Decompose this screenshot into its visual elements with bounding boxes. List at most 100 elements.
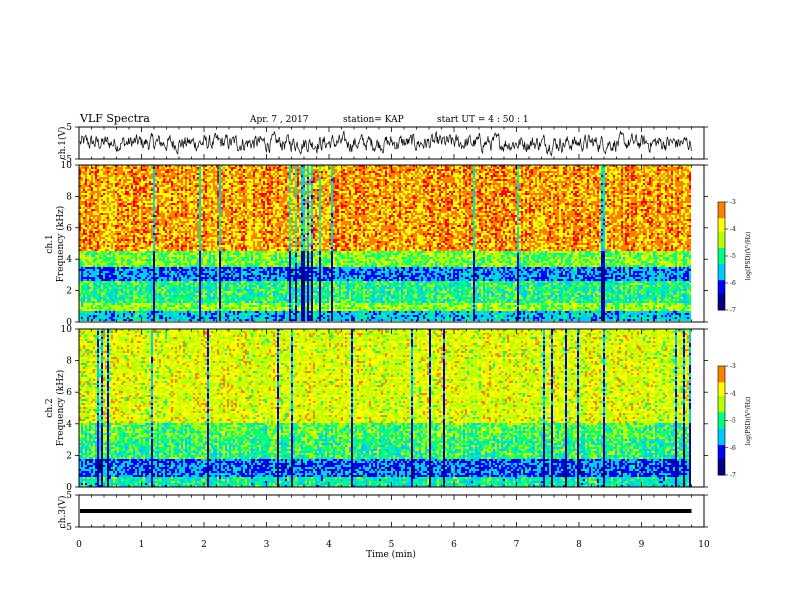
spectrogram-cell	[285, 173, 287, 175]
spectrogram-cell	[105, 173, 107, 175]
spectrogram-cell	[565, 169, 567, 171]
spectrogram-cell	[323, 167, 325, 169]
spectrogram-cell	[549, 169, 551, 171]
spectrogram-cell	[427, 171, 429, 173]
spectrogram-cell	[157, 175, 159, 177]
spectrogram-cell	[447, 167, 449, 169]
spectrogram-cell	[507, 171, 509, 173]
spectrogram-cell	[161, 171, 163, 173]
spectrogram-cell	[149, 167, 151, 169]
spectrogram-cell	[177, 171, 179, 173]
spectrogram-cell	[519, 167, 521, 169]
spectrogram-cell	[655, 167, 657, 169]
spectrogram-cell	[559, 169, 561, 171]
spectrogram-cell	[551, 173, 553, 175]
spectrogram-cell	[293, 173, 295, 175]
spectrogram-cell	[353, 171, 355, 173]
spectrogram-cell	[377, 173, 379, 175]
spectrogram-cell	[545, 175, 547, 177]
spectrogram-cell	[185, 167, 187, 169]
spectrogram-cell	[373, 167, 375, 169]
spectrogram-cell	[387, 175, 389, 177]
spectrogram-cell	[239, 169, 241, 171]
spectrogram-cell	[629, 169, 631, 171]
spectrogram-cell	[341, 175, 343, 177]
spectrogram-cell	[675, 171, 677, 173]
spectrogram-cell	[191, 175, 193, 177]
spectrogram-cell	[311, 177, 313, 179]
spectrogram-cell	[355, 167, 357, 169]
spectrogram-cell	[99, 167, 101, 169]
spectrogram-cell	[599, 171, 601, 173]
spectrogram-cell	[475, 175, 477, 177]
spectrogram-cell	[181, 169, 183, 171]
spectrogram-cell	[245, 173, 247, 175]
spectrogram-cell	[229, 177, 231, 179]
spectrogram-cell	[313, 173, 315, 175]
spectrogram-cell	[103, 169, 105, 171]
spectrogram-cell	[389, 171, 391, 173]
spectrogram-cell	[471, 173, 473, 175]
spectrogram-cell	[459, 167, 461, 169]
spectrogram-cell	[289, 175, 291, 177]
spectrogram-cell	[159, 177, 161, 179]
spectrogram-cell	[439, 173, 441, 175]
spectrogram-cell	[245, 167, 247, 169]
spectrogram-cell	[659, 169, 661, 171]
spectrogram-cell	[653, 175, 655, 177]
spectrogram-cell	[117, 177, 119, 179]
spectrogram-cell	[645, 171, 647, 173]
spectrogram-cell	[113, 167, 115, 169]
spectrogram-cell	[663, 169, 665, 171]
spectrogram-cell	[563, 169, 565, 171]
spectrogram-cell	[93, 167, 95, 169]
spectrogram-cell	[299, 167, 301, 169]
spectrogram-cell	[375, 175, 377, 177]
spectrogram-cell	[371, 175, 373, 177]
spectrogram-cell	[559, 175, 561, 177]
spectrogram-cell	[687, 175, 689, 177]
spectrogram-cell	[555, 175, 557, 177]
spectrogram-cell	[239, 173, 241, 175]
spectrogram-cell	[321, 167, 323, 169]
spectrogram-cell	[309, 175, 311, 177]
spectrogram-cell	[109, 175, 111, 177]
spectrogram-cell	[415, 175, 417, 177]
spectrogram-cell	[223, 173, 225, 175]
spectrogram-cell	[363, 175, 365, 177]
spectrogram-cell	[521, 171, 523, 173]
spectrogram-cell	[649, 167, 651, 169]
spectrogram-cell	[527, 171, 529, 173]
spectrogram-cell	[101, 171, 103, 173]
spectrogram-cell	[663, 173, 665, 175]
spectrogram-cell	[567, 175, 569, 177]
spectrogram-cell	[93, 177, 95, 179]
spectrogram-cell	[281, 171, 283, 173]
spectrogram-cell	[111, 171, 113, 173]
spectrogram-cell	[457, 173, 459, 175]
spectrogram-cell	[467, 169, 469, 171]
spectrogram-cell	[351, 171, 353, 173]
spectrogram-cell	[649, 173, 651, 175]
spectrogram-cell	[101, 177, 103, 179]
spectrogram-cell	[129, 177, 131, 179]
spectrogram-cell	[509, 171, 511, 173]
spectrogram-cell	[121, 171, 123, 173]
spectrogram-cell	[209, 171, 211, 173]
spectrogram-cell	[335, 171, 337, 173]
spectrogram-cell	[585, 167, 587, 169]
spectrogram-cell	[381, 167, 383, 169]
spectrogram-cell	[517, 173, 519, 175]
spectrogram-cell	[439, 167, 441, 169]
spectrogram-cell	[597, 175, 599, 177]
spectrogram-cell	[255, 173, 257, 175]
spectrogram-cell	[197, 175, 199, 177]
spectrogram-cell	[485, 167, 487, 169]
spectrogram-cell	[349, 175, 351, 177]
spectrogram-cell	[195, 173, 197, 175]
spectrogram-cell	[253, 171, 255, 173]
spectrogram-cell	[337, 167, 339, 169]
spectrogram-cell	[245, 171, 247, 173]
spectrogram-cell	[495, 169, 497, 171]
spectrogram-cell	[285, 167, 287, 169]
